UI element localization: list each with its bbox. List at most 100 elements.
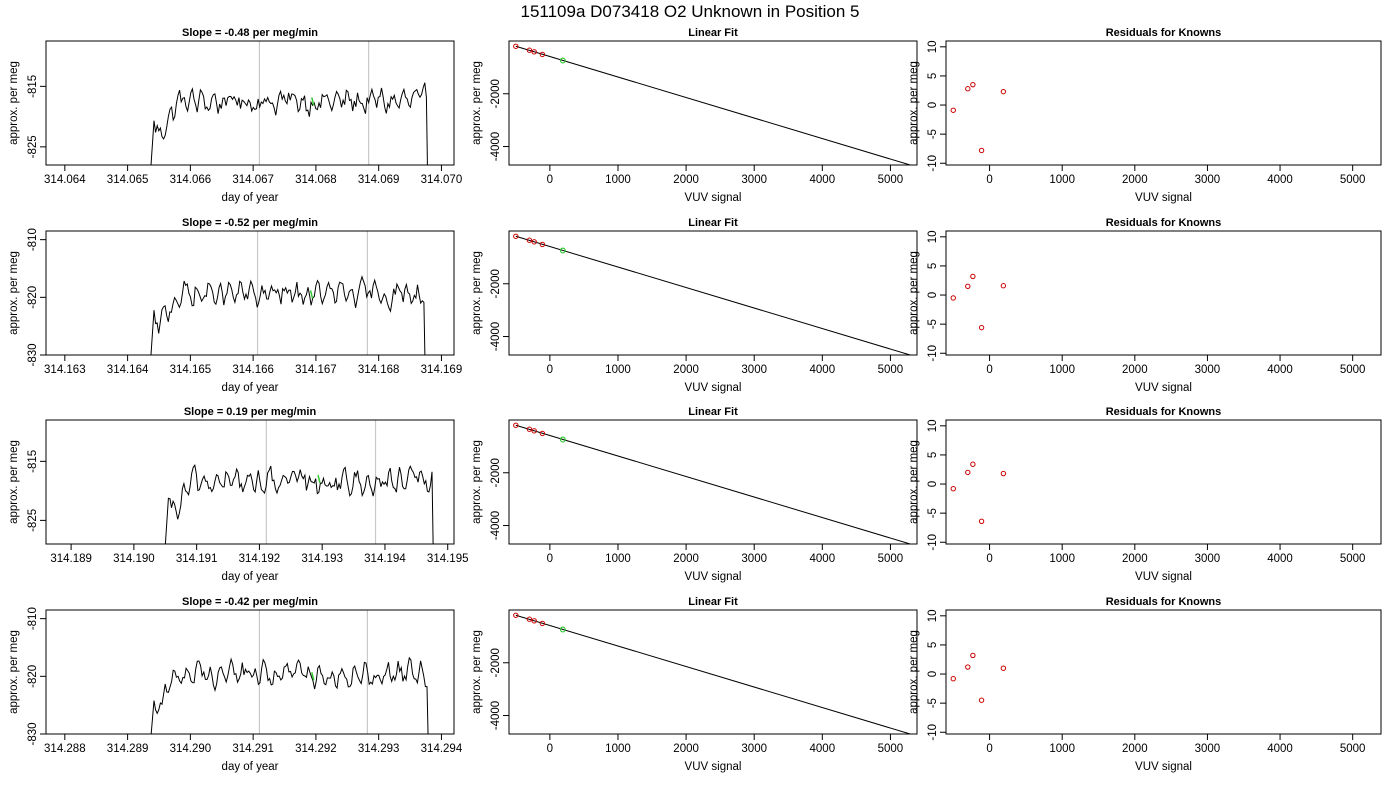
y-tick-label: -820 bbox=[27, 665, 39, 688]
x-axis-label: day of year bbox=[222, 761, 279, 773]
plot-frame bbox=[45, 40, 455, 166]
x-axis-label: VUV signal bbox=[685, 571, 742, 583]
panel-title: Slope = -0.48 per meg/min bbox=[182, 27, 318, 39]
x-tick-label: 2000 bbox=[1122, 174, 1148, 186]
x-tick-label: 314.293 bbox=[358, 743, 400, 755]
x-tick-label: 4000 bbox=[810, 743, 836, 755]
panel-title: Slope = -0.52 per meg/min bbox=[182, 217, 318, 229]
plot-frame bbox=[45, 609, 455, 735]
x-tick-label: 314.191 bbox=[176, 553, 218, 565]
y-tick-label: -4000 bbox=[490, 132, 502, 161]
x-tick-label: 314.290 bbox=[170, 743, 212, 755]
panel-title: Residuals for Knowns bbox=[1106, 217, 1222, 229]
y-tick-label: -830 bbox=[27, 722, 39, 745]
y-axis-label: approx. per meg bbox=[471, 61, 483, 145]
x-tick-label: 314.166 bbox=[232, 364, 274, 376]
x-tick-label: 1000 bbox=[605, 174, 631, 186]
panel-residuals-row-4: Residuals for Knowns 0 1000 2000 3000 4000 500… bbox=[908, 596, 1382, 773]
x-tick-label: 314.192 bbox=[239, 553, 281, 565]
panel-title: Linear Fit bbox=[688, 596, 738, 608]
fit-line bbox=[515, 424, 911, 544]
y-tick-label: 10 bbox=[927, 609, 939, 622]
x-tick-label: 314.292 bbox=[295, 743, 337, 755]
residual-point bbox=[978, 697, 985, 703]
x-tick-label: 314.165 bbox=[170, 364, 212, 376]
residual-point bbox=[970, 273, 976, 280]
y-axis-label: approx. per meg bbox=[471, 440, 483, 524]
x-tick-label: 0 bbox=[986, 174, 992, 186]
x-tick-label: 0 bbox=[547, 553, 553, 565]
x-tick-label: 314.169 bbox=[421, 364, 463, 376]
y-axis-label: approx. per meg bbox=[471, 630, 483, 714]
residual-point bbox=[950, 295, 956, 301]
x-tick-label: 5000 bbox=[1340, 364, 1366, 376]
panel-title: Linear Fit bbox=[688, 217, 738, 229]
x-tick-label: 1000 bbox=[1049, 743, 1075, 755]
signal-trace bbox=[150, 656, 429, 734]
x-tick-label: 0 bbox=[547, 743, 553, 755]
residual-point bbox=[978, 324, 985, 331]
x-tick-label: 3000 bbox=[741, 553, 767, 565]
unknown-marker bbox=[309, 290, 314, 299]
x-tick-label: 5000 bbox=[1340, 553, 1366, 565]
y-tick-label: 0 bbox=[927, 292, 939, 298]
x-tick-label: 314.291 bbox=[232, 743, 274, 755]
x-tick-label: 2000 bbox=[1122, 364, 1148, 376]
y-axis-label: approx. per meg bbox=[8, 630, 20, 714]
x-tick-label: 5000 bbox=[1340, 174, 1366, 186]
y-axis-label: approx. per meg bbox=[8, 440, 20, 524]
x-tick-label: 314.064 bbox=[44, 174, 86, 186]
y-tick-label: 10 bbox=[927, 230, 939, 243]
plot-area bbox=[950, 273, 1007, 331]
known-point bbox=[526, 237, 533, 243]
signal-trace bbox=[150, 82, 428, 165]
x-tick-label: 314.065 bbox=[107, 174, 149, 186]
residual-point bbox=[1000, 470, 1007, 477]
x-tick-label: 3000 bbox=[741, 364, 767, 376]
residual-point bbox=[970, 652, 976, 659]
y-tick-label: 0 bbox=[927, 102, 939, 108]
x-axis-label: VUV signal bbox=[1135, 382, 1192, 394]
y-tick-label: -830 bbox=[27, 343, 39, 366]
x-tick-label: 5000 bbox=[878, 174, 904, 186]
y-tick-label: -820 bbox=[27, 286, 39, 309]
x-tick-label: 4000 bbox=[810, 364, 836, 376]
x-tick-label: 314.194 bbox=[364, 553, 406, 565]
known-point bbox=[539, 51, 546, 58]
unknown-point bbox=[559, 436, 566, 443]
plot-area bbox=[164, 420, 434, 544]
residual-point bbox=[978, 147, 985, 154]
known-point bbox=[513, 422, 519, 428]
x-tick-label: 2000 bbox=[673, 743, 699, 755]
unknown-marker bbox=[317, 474, 321, 484]
y-tick-label: -2000 bbox=[490, 79, 502, 108]
plot-area bbox=[150, 610, 429, 734]
plot-frame bbox=[945, 40, 1382, 166]
y-tick-label: -2000 bbox=[490, 458, 502, 487]
x-tick-label: 4000 bbox=[1267, 553, 1293, 565]
x-tick-label: 4000 bbox=[810, 174, 836, 186]
panel-slope-row-4: Slope = -0.42 per meg/min 314.288 314.289 3… bbox=[8, 596, 463, 773]
known-point bbox=[531, 49, 537, 55]
x-tick-label: 314.066 bbox=[170, 174, 212, 186]
plot-frame bbox=[508, 419, 918, 545]
x-tick-label: 314.067 bbox=[232, 174, 274, 186]
residual-point bbox=[950, 485, 956, 492]
y-tick-label: -5 bbox=[927, 698, 939, 708]
x-tick-label: 314.164 bbox=[107, 364, 149, 376]
x-tick-label: 0 bbox=[986, 364, 992, 376]
panel-residuals-row-2: Residuals for Knowns 0 1000 2000 3000 4000 500… bbox=[908, 217, 1382, 394]
x-tick-label: 5000 bbox=[878, 364, 904, 376]
residual-point bbox=[978, 518, 985, 524]
x-axis-label: VUV signal bbox=[1135, 192, 1192, 204]
y-tick-label: -815 bbox=[27, 75, 39, 98]
x-tick-label: 1000 bbox=[1049, 364, 1075, 376]
plot-area bbox=[513, 612, 911, 734]
y-tick-label: -810 bbox=[27, 607, 39, 630]
plot-frame bbox=[508, 230, 918, 356]
fit-line bbox=[515, 235, 911, 355]
y-tick-label: -4000 bbox=[490, 322, 502, 351]
y-tick-label: -5 bbox=[927, 129, 939, 139]
plot-area bbox=[950, 461, 1007, 524]
x-tick-label: 2000 bbox=[1122, 743, 1148, 755]
